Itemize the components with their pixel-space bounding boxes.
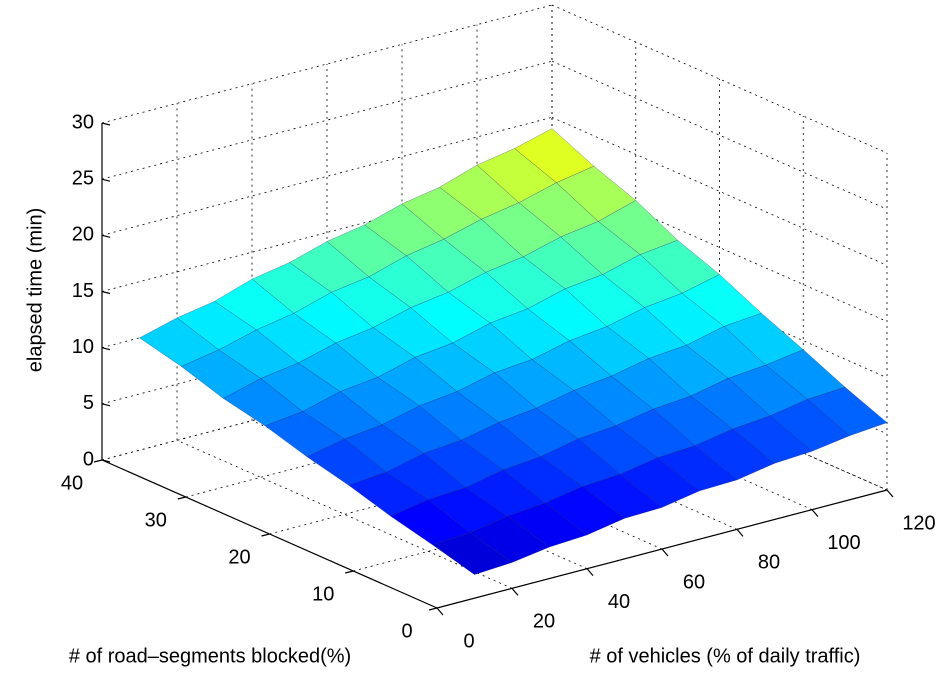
x-tick-label: 60 xyxy=(683,571,705,593)
z-tick xyxy=(101,459,111,463)
x-tick-label: 80 xyxy=(758,552,780,574)
z-tick-label: 25 xyxy=(72,167,94,189)
grid-line xyxy=(551,116,888,266)
z-tick-label: 5 xyxy=(83,392,94,414)
y-tick-label: 40 xyxy=(61,472,83,494)
x-tick xyxy=(811,509,819,518)
x-tick-label: 40 xyxy=(608,591,630,613)
x-tick-label: 120 xyxy=(902,512,935,534)
x-tick xyxy=(511,587,519,596)
z-tick xyxy=(101,403,111,407)
grid-line xyxy=(551,4,888,154)
x-tick xyxy=(886,489,894,498)
z-tick xyxy=(101,178,111,182)
x-tick xyxy=(586,568,594,577)
x-tick xyxy=(436,607,444,616)
z-tick xyxy=(101,234,111,238)
x-tick xyxy=(661,548,669,557)
x-tick xyxy=(736,528,744,537)
y-tick-label: 20 xyxy=(228,546,250,568)
z-tick xyxy=(101,122,111,126)
z-tick xyxy=(101,290,111,295)
grid-line xyxy=(101,60,553,180)
y-tick-label: 0 xyxy=(401,620,412,642)
y-tick-label: 10 xyxy=(312,583,334,605)
y-tick-label: 30 xyxy=(145,509,167,531)
grid-line xyxy=(551,60,888,210)
grid-line xyxy=(476,361,813,511)
z-tick-label: 15 xyxy=(72,280,94,302)
y-tick xyxy=(428,607,438,611)
x-axis-label: # of vehicles (% of daily traffic) xyxy=(590,645,861,667)
y-tick xyxy=(93,459,103,463)
z-tick xyxy=(101,347,111,351)
z-axis-label: elapsed time (min) xyxy=(24,208,46,373)
grid-line xyxy=(176,439,513,589)
z-tick-label: 0 xyxy=(83,448,94,470)
z-tick-label: 20 xyxy=(72,224,94,246)
y-tick xyxy=(261,533,270,537)
x-tick-label: 0 xyxy=(463,630,474,652)
z-tick-label: 30 xyxy=(72,111,94,133)
y-tick xyxy=(345,570,354,574)
x-tick-label: 20 xyxy=(533,611,555,633)
y-tick xyxy=(177,496,186,500)
z-tick-label: 10 xyxy=(72,336,94,358)
surface-face xyxy=(432,532,513,575)
x-tick-label: 100 xyxy=(827,532,860,554)
grid-line xyxy=(551,341,888,491)
grid-line xyxy=(401,380,738,530)
y-axis-label: # of road–segments blocked(%) xyxy=(69,645,351,667)
